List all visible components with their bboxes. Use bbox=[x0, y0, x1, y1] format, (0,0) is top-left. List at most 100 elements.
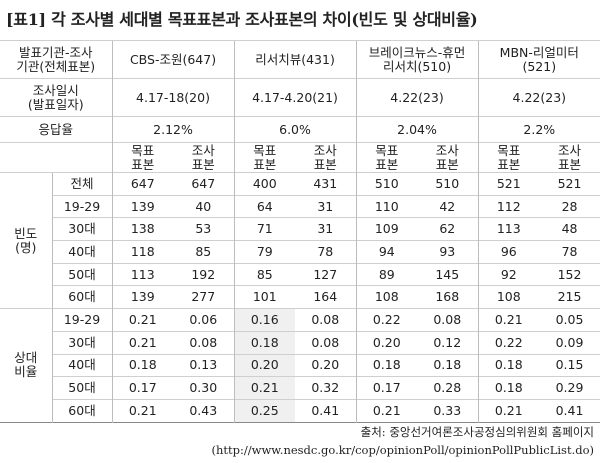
table-row: 60대 0.21 0.43 0.25 0.41 0.21 0.33 0.21 0.41 bbox=[0, 398, 600, 423]
value-cell: 0.33 bbox=[417, 398, 479, 423]
sub-header-line: 조사 bbox=[435, 142, 459, 158]
section-label-line: 빈도 bbox=[14, 225, 38, 241]
row-label: 40대 bbox=[51, 353, 113, 377]
title: [표1] 각 조사별 세대별 목표표본과 조사표본의 차이(빈도 및 상대비율) bbox=[6, 10, 478, 29]
table-row: 조사일시 (발표일자) 4.17-18(20) 4.17-4.20(21) 4.22(2… bbox=[0, 78, 600, 117]
value-cell: 0.21 bbox=[477, 398, 540, 423]
value-cell: 431 bbox=[295, 172, 357, 196]
response-rate: 6.0% bbox=[233, 116, 357, 143]
sub-header-line: 목표 bbox=[375, 142, 399, 158]
column-header-line: 리서치(510) bbox=[382, 58, 452, 74]
value-cell: 127 bbox=[295, 262, 357, 286]
table-row: 목표 표본 조사 표본 목표 표본 조사 표본 목표 표본 조사 표본 목표 표본 조사 표본 bbox=[0, 142, 600, 173]
section-label-line: 상대 bbox=[14, 350, 38, 366]
value-cell: 0.21 bbox=[111, 330, 174, 354]
value-cell: 510 bbox=[417, 172, 479, 196]
table-row: 상대 비율 19-29 0.21 0.06 0.16 0.08 0.22 0.08 0.21 0.0… bbox=[0, 308, 600, 423]
sub-header: 조사 표본 bbox=[295, 142, 357, 173]
value-cell: 108 bbox=[477, 285, 540, 309]
value-cell: 31 bbox=[295, 194, 357, 218]
value-cell: 0.41 bbox=[295, 398, 357, 423]
column-header: MBN-리얼미터 (521) bbox=[477, 40, 600, 79]
value-cell: 0.41 bbox=[539, 398, 600, 423]
sub-header-line: 표본 bbox=[375, 156, 399, 172]
value-cell: 0.20 bbox=[295, 353, 357, 377]
table: 발표기관-조사 기관(전체표본) CBS-조원(647) 리서치뷰(431) 브레이크뉴… bbox=[0, 40, 600, 423]
section-label-line: 비율 bbox=[14, 364, 38, 380]
value-cell: 0.20 bbox=[355, 330, 418, 354]
value-cell: 0.13 bbox=[173, 353, 235, 377]
sub-header-line: 표본 bbox=[313, 156, 337, 172]
response-rate: 2.2% bbox=[477, 116, 600, 143]
value-cell: 0.09 bbox=[539, 330, 600, 354]
value-cell: 71 bbox=[233, 217, 296, 241]
value-cell: 139 bbox=[111, 285, 174, 309]
value-cell: 0.30 bbox=[173, 376, 235, 400]
value-cell: 0.28 bbox=[417, 376, 479, 400]
value-cell: 0.43 bbox=[173, 398, 235, 423]
column-header-line: 리서치뷰(431) bbox=[255, 51, 335, 67]
sub-header: 목표 표본 bbox=[477, 142, 540, 173]
value-cell: 521 bbox=[477, 172, 540, 196]
row-label: 30대 bbox=[51, 330, 113, 354]
table-row: 40대 118 85 79 78 94 93 96 78 bbox=[0, 240, 600, 264]
sub-header-line: 표본 bbox=[435, 156, 459, 172]
value-cell: 647 bbox=[111, 172, 174, 196]
value-cell: 31 bbox=[295, 217, 357, 241]
value-cell: 0.16 bbox=[233, 308, 296, 332]
value-cell: 78 bbox=[295, 240, 357, 264]
column-header-line: (521) bbox=[522, 58, 557, 74]
value-cell: 0.17 bbox=[355, 376, 418, 400]
value-cell: 0.32 bbox=[295, 376, 357, 400]
corner-header: 발표기관-조사 기관(전체표본) bbox=[0, 40, 113, 79]
sub-header-line: 목표 bbox=[497, 142, 521, 158]
source-line: 출처: 중앙선거여론조사공정심의위원회 홈페이지 bbox=[360, 425, 594, 439]
value-cell: 85 bbox=[233, 262, 296, 286]
value-cell: 168 bbox=[417, 285, 479, 309]
survey-date: 4.22(23) bbox=[477, 78, 600, 117]
column-header: CBS-조원(647) bbox=[111, 40, 235, 79]
column-header-line: CBS-조원(647) bbox=[129, 51, 217, 67]
value-cell: 48 bbox=[539, 217, 600, 241]
row-label: 60대 bbox=[51, 285, 113, 309]
value-cell: 42 bbox=[417, 194, 479, 218]
value-cell: 110 bbox=[355, 194, 418, 218]
value-cell: 85 bbox=[173, 240, 235, 264]
sub-header-line: 조사 bbox=[191, 142, 215, 158]
value-cell: 139 bbox=[111, 194, 174, 218]
sub-header: 조사 표본 bbox=[539, 142, 600, 173]
sub-header-line: 표본 bbox=[131, 156, 155, 172]
value-cell: 0.21 bbox=[477, 308, 540, 332]
value-cell: 0.08 bbox=[295, 330, 357, 354]
sub-header: 목표 표본 bbox=[233, 142, 296, 173]
value-cell: 0.21 bbox=[355, 398, 418, 423]
value-cell: 109 bbox=[355, 217, 418, 241]
table-row: 30대 138 53 71 31 109 62 113 48 bbox=[0, 217, 600, 241]
table-row: 60대 139 277 101 164 108 168 108 215 bbox=[0, 285, 600, 309]
value-cell: 0.22 bbox=[355, 308, 418, 332]
table-row: 응답율 2.12% 6.0% 2.04% 2.2% bbox=[0, 116, 600, 143]
survey-date: 4.22(23) bbox=[355, 78, 479, 117]
row-header: 조사일시 (발표일자) bbox=[0, 78, 113, 117]
value-cell: 0.18 bbox=[233, 330, 296, 354]
value-cell: 40 bbox=[173, 194, 235, 218]
value-cell: 0.05 bbox=[539, 308, 600, 332]
response-rate: 2.04% bbox=[355, 116, 479, 143]
sub-header: 목표 표본 bbox=[111, 142, 174, 173]
value-cell: 0.21 bbox=[111, 398, 174, 423]
value-cell: 89 bbox=[355, 262, 418, 286]
sub-header-line: 목표 bbox=[131, 142, 155, 158]
value-cell: 215 bbox=[539, 285, 600, 309]
table-row: 30대 0.21 0.08 0.18 0.08 0.20 0.12 0.22 0.09 bbox=[0, 330, 600, 354]
value-cell: 0.18 bbox=[417, 353, 479, 377]
row-label: 30대 bbox=[51, 217, 113, 241]
value-cell: 108 bbox=[355, 285, 418, 309]
column-header: 리서치뷰(431) bbox=[233, 40, 357, 79]
sub-header-line: 표본 bbox=[253, 156, 277, 172]
source-url: (http://www.nesdc.go.kr/cop/opinionPoll/… bbox=[211, 443, 595, 457]
value-cell: 118 bbox=[111, 240, 174, 264]
row-header-line: (발표일자) bbox=[27, 96, 84, 112]
value-cell: 192 bbox=[173, 262, 235, 286]
value-cell: 53 bbox=[173, 217, 235, 241]
value-cell: 64 bbox=[233, 194, 296, 218]
